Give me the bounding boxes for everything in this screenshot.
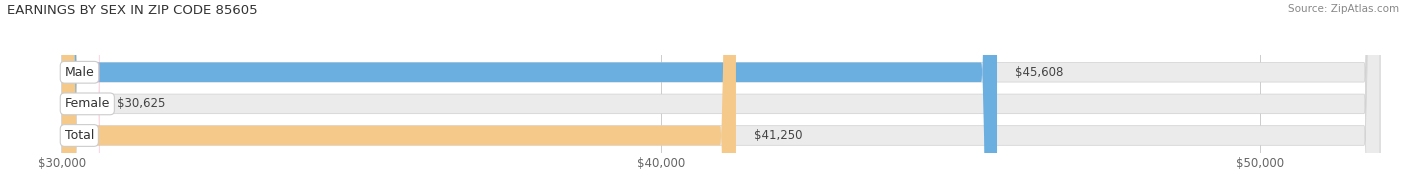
FancyBboxPatch shape bbox=[62, 0, 997, 196]
Text: Total: Total bbox=[65, 129, 94, 142]
FancyBboxPatch shape bbox=[62, 0, 1379, 196]
FancyBboxPatch shape bbox=[62, 0, 1379, 196]
Text: Source: ZipAtlas.com: Source: ZipAtlas.com bbox=[1288, 4, 1399, 14]
Text: $45,608: $45,608 bbox=[1015, 66, 1063, 79]
Text: $41,250: $41,250 bbox=[754, 129, 803, 142]
FancyBboxPatch shape bbox=[62, 0, 735, 196]
Text: EARNINGS BY SEX IN ZIP CODE 85605: EARNINGS BY SEX IN ZIP CODE 85605 bbox=[7, 4, 257, 17]
Text: $30,625: $30,625 bbox=[118, 97, 166, 110]
FancyBboxPatch shape bbox=[62, 0, 100, 196]
Text: Male: Male bbox=[65, 66, 94, 79]
Text: Female: Female bbox=[65, 97, 110, 110]
FancyBboxPatch shape bbox=[62, 0, 1379, 196]
